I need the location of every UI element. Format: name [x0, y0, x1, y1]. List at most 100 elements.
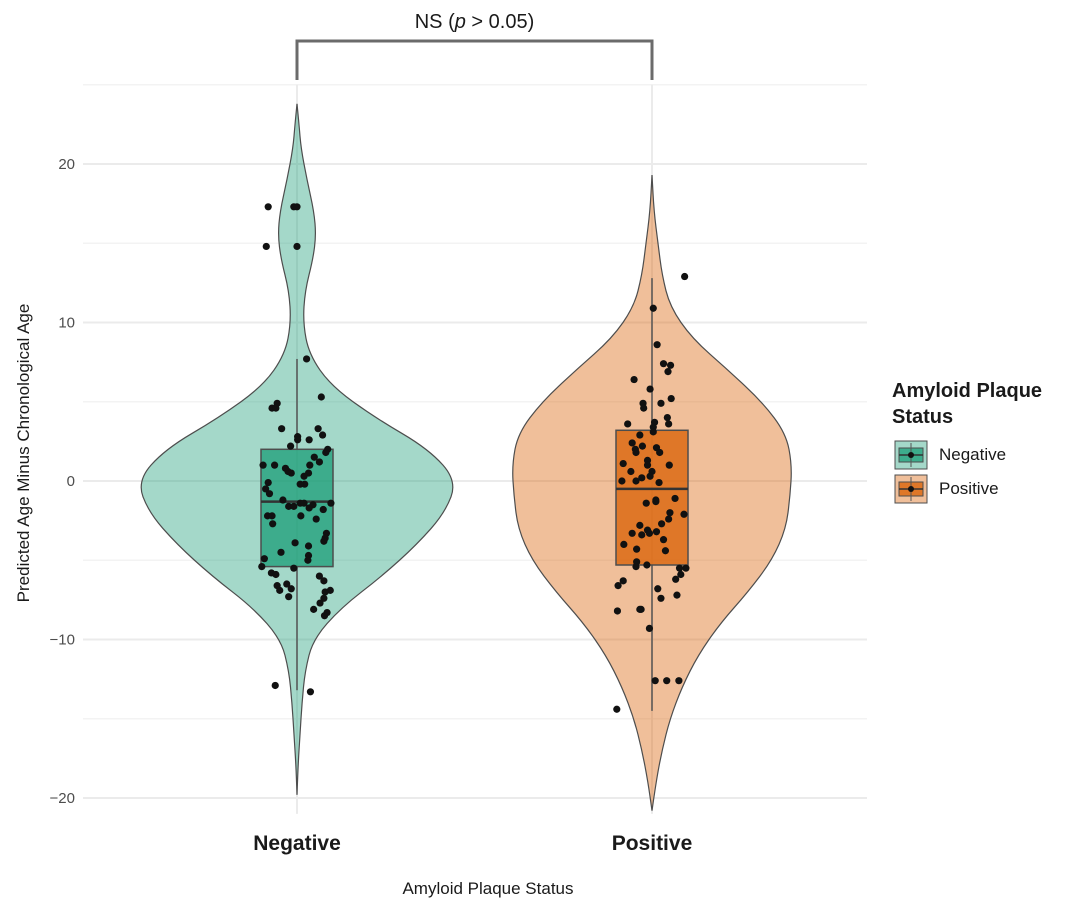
data-point: [315, 458, 323, 466]
data-point: [682, 564, 690, 572]
data-point: [327, 499, 335, 507]
data-point: [306, 461, 314, 469]
data-point: [264, 203, 272, 211]
data-point: [613, 607, 622, 615]
data-point: [316, 599, 324, 607]
significance-label: NS (p > 0.05): [415, 11, 535, 33]
data-point: [632, 562, 640, 571]
legend-key-negative: [894, 440, 928, 470]
data-point: [638, 442, 647, 450]
data-point: [659, 536, 668, 544]
data-point: [619, 459, 627, 468]
data-point: [645, 529, 654, 537]
y-tick-label: 0: [67, 473, 75, 490]
data-point: [638, 474, 646, 482]
data-point: [675, 564, 684, 572]
data-point: [321, 588, 329, 596]
x-category-labels: Negative Positive: [253, 832, 692, 855]
data-point: [276, 586, 284, 594]
data-point: [643, 561, 651, 569]
data-point: [272, 570, 280, 579]
data-point: [672, 575, 680, 583]
data-point: [643, 461, 652, 469]
data-point: [293, 242, 301, 251]
data-point: [661, 547, 670, 555]
data-point: [659, 360, 668, 368]
data-point: [290, 564, 298, 572]
data-point: [627, 467, 635, 476]
data-point: [673, 591, 681, 599]
data-point: [297, 512, 305, 520]
data-point: [262, 242, 270, 251]
data-point: [658, 520, 666, 528]
data-point: [620, 540, 628, 549]
data-point: [304, 556, 312, 564]
legend-label-negative: Negative: [939, 445, 1006, 464]
significance-prefix: NS (: [415, 11, 455, 33]
data-point: [619, 577, 627, 585]
data-point: [618, 477, 626, 485]
data-point: [651, 677, 659, 685]
data-point: [271, 461, 279, 469]
data-point: [278, 425, 286, 433]
legend-key-positive: [894, 474, 928, 504]
data-point: [632, 477, 640, 485]
y-tick-label: −10: [50, 632, 75, 649]
data-point: [300, 499, 308, 507]
data-point: [614, 582, 622, 590]
data-point: [290, 502, 298, 510]
data-point: [664, 368, 672, 376]
data-point: [287, 469, 295, 477]
data-point: [681, 272, 689, 281]
legend: Amyloid Plaque Status Negative Positive: [892, 380, 1042, 504]
y-tick-labels: −20 −10 0 10 20: [50, 156, 75, 807]
data-point: [653, 341, 661, 349]
data-point: [632, 448, 640, 457]
x-category-label: Negative: [253, 832, 341, 855]
data-point: [680, 510, 688, 518]
data-point: [677, 570, 685, 579]
significance-p-symbol: p: [454, 11, 466, 33]
data-point: [304, 542, 313, 550]
data-point: [305, 504, 313, 512]
violin-group-negative: [140, 103, 454, 795]
data-point: [306, 688, 315, 696]
data-point: [649, 304, 657, 312]
data-point: [315, 572, 323, 580]
data-point: [320, 577, 328, 585]
data-point: [265, 490, 274, 498]
legend-point: [908, 452, 914, 458]
data-point: [310, 605, 318, 613]
y-axis-title: Predicted Age Minus Chronological Age: [14, 304, 33, 603]
data-point: [258, 562, 266, 571]
legend-keys: [894, 440, 928, 504]
data-point: [663, 414, 671, 422]
data-point: [271, 681, 279, 690]
data-point: [310, 453, 318, 461]
data-point: [283, 580, 291, 588]
data-point: [655, 478, 663, 487]
data-point: [317, 393, 325, 401]
data-point: [291, 539, 299, 547]
data-point: [657, 399, 665, 407]
x-category-label: Positive: [612, 832, 693, 855]
data-point: [300, 472, 308, 480]
legend-label-positive: Positive: [939, 479, 999, 498]
data-point: [259, 461, 267, 469]
data-point: [296, 480, 304, 488]
data-point: [666, 509, 674, 517]
data-point: [287, 442, 295, 450]
data-point: [640, 404, 648, 412]
legend-title-line-1: Amyloid Plaque: [892, 380, 1042, 402]
data-point: [642, 499, 650, 507]
data-point: [654, 585, 662, 593]
data-point: [666, 361, 675, 369]
legend-title-line-2: Status: [892, 406, 953, 428]
data-point: [260, 555, 268, 563]
data-point: [272, 404, 280, 412]
data-point: [319, 431, 327, 439]
data-point: [652, 498, 660, 506]
violin-groups: [140, 103, 792, 811]
y-tick-label: 10: [58, 315, 75, 332]
